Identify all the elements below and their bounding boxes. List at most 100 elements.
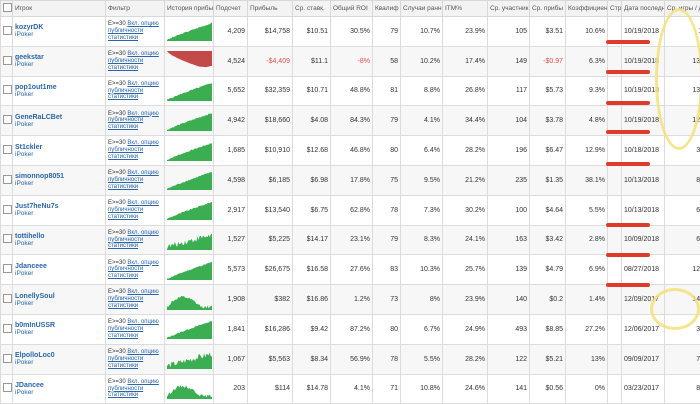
- column-header[interactable]: Квалиф: [372, 0, 401, 17]
- row-checkbox[interactable]: [3, 234, 12, 244]
- column-header[interactable]: История прибы: [164, 0, 214, 17]
- row-checkbox[interactable]: [3, 294, 12, 304]
- row-checkbox[interactable]: [3, 353, 12, 363]
- enable-public-stats-link[interactable]: Вкл. опцию публичности статистики: [108, 289, 159, 309]
- avg-stake-cell: $10.51: [292, 16, 331, 47]
- player-name-link[interactable]: Jdanceee: [15, 262, 47, 270]
- player-name-link[interactable]: simonnop8051: [15, 173, 65, 181]
- column-header[interactable]: Прибыль: [247, 0, 293, 17]
- enable-public-stats-link[interactable]: Вкл. опцию публичности статистики: [108, 199, 159, 220]
- column-header[interactable]: Ср. ставк.: [292, 0, 331, 17]
- row-select-cell[interactable]: [0, 343, 13, 375]
- filter-cell: E>=30 Вкл. опцию публичности статистики: [105, 254, 165, 286]
- enable-public-stats-link[interactable]: Вкл. опцию публичности статистики: [108, 51, 159, 71]
- enable-public-stats-link[interactable]: Вкл. опцию публичности статистики: [108, 170, 159, 190]
- sparkline-area: [167, 352, 212, 370]
- select-all-header[interactable]: [0, 0, 13, 17]
- filter-prefix: E>=30: [108, 110, 128, 117]
- player-name-link[interactable]: b0mInUSSR: [15, 322, 56, 330]
- enable-public-stats-link[interactable]: Вкл. опцию публичности статистики: [108, 319, 159, 339]
- column-header[interactable]: Дата последн: [621, 0, 665, 17]
- player-name-link[interactable]: St1ckler: [15, 143, 43, 151]
- row-checkbox[interactable]: [3, 174, 12, 184]
- player-name-link[interactable]: LonellySoul: [15, 292, 55, 300]
- player-name-link[interactable]: geekstar: [15, 54, 44, 62]
- row-checkbox[interactable]: [3, 204, 12, 214]
- player-network: iPoker: [15, 120, 34, 128]
- row-select-cell[interactable]: [0, 105, 13, 137]
- enable-public-stats-link[interactable]: Вкл. опцию публичности статистики: [108, 259, 159, 280]
- row-checkbox[interactable]: [3, 145, 12, 155]
- row-checkbox[interactable]: [3, 115, 12, 125]
- profit-history-cell: [164, 284, 214, 315]
- filter-cell: E>=30 Вкл. опцию публичности статистики: [105, 75, 165, 107]
- profit-cell: -$4,409: [247, 45, 293, 77]
- column-header[interactable]: ITM%: [442, 0, 488, 17]
- row-select-cell[interactable]: [0, 284, 13, 315]
- enable-public-stats-link[interactable]: Вкл. опцию публичности статистики: [108, 348, 159, 369]
- profit-sparkline: [167, 172, 212, 191]
- games-per-day-cell: 7.6: [664, 343, 700, 375]
- itm-cell: 30.2%: [442, 194, 488, 226]
- row-select-cell[interactable]: [0, 75, 13, 107]
- player-name-link[interactable]: kozyrDK: [15, 24, 44, 32]
- player-name-link[interactable]: pop1out1me: [15, 83, 57, 91]
- row-select-cell[interactable]: [0, 135, 13, 166]
- row-select-cell[interactable]: [0, 254, 13, 286]
- count-cell: 1,067: [213, 343, 248, 375]
- sparkline-area: [167, 202, 212, 221]
- filter-cell: E>=30 Вкл. опцию публичности статистики: [105, 135, 165, 166]
- row-select-cell[interactable]: [0, 194, 13, 226]
- roi-cell: 23.1%: [330, 224, 373, 256]
- row-select-cell[interactable]: [0, 45, 13, 77]
- column-header[interactable]: Стра: [607, 0, 622, 17]
- column-header[interactable]: Коэффициен: [565, 0, 608, 17]
- enable-public-stats-link[interactable]: Вкл. опцию публичности статистики: [108, 21, 159, 41]
- enable-public-stats-link[interactable]: Вкл. опцию публичности статистики: [108, 140, 159, 160]
- player-name-link[interactable]: Just7heNu7s: [15, 203, 59, 211]
- column-header[interactable]: Ср. прибы: [529, 0, 566, 17]
- profit-sparkline: [167, 352, 212, 370]
- row-select-cell[interactable]: [0, 373, 13, 404]
- avg-stake-cell: $14.17: [292, 224, 331, 256]
- column-header[interactable]: Ср. участник: [487, 0, 530, 17]
- enable-public-stats-link[interactable]: Вкл. опцию публичности статистики: [108, 110, 159, 131]
- column-header[interactable]: Случаи ранн: [400, 0, 443, 17]
- row-checkbox[interactable]: [3, 25, 12, 35]
- coefficient-cell: 6.3%: [565, 45, 608, 77]
- column-header[interactable]: Подсчет: [213, 0, 248, 17]
- strategy-cell: [607, 135, 622, 166]
- enable-public-stats-link[interactable]: Вкл. опцию публичности статистики: [108, 80, 159, 101]
- early-cell: 9.5%: [400, 164, 443, 196]
- row-checkbox[interactable]: [3, 323, 12, 333]
- select-all-checkbox[interactable]: [3, 3, 12, 12]
- row-select-cell[interactable]: [0, 313, 13, 345]
- player-name-link[interactable]: ElpolloLoc0: [15, 352, 55, 360]
- row-checkbox[interactable]: [3, 264, 12, 274]
- column-header[interactable]: Фильтр: [105, 0, 165, 17]
- row-checkbox[interactable]: [3, 383, 12, 393]
- enable-public-stats-link[interactable]: Вкл. опцию публичности статистики: [108, 229, 159, 250]
- row-checkbox[interactable]: [3, 55, 12, 65]
- avg-participants-cell: 104: [487, 105, 530, 137]
- red-annotation-mark: [606, 101, 650, 105]
- row-select-cell[interactable]: [0, 164, 13, 196]
- player-name-link[interactable]: GeneRaLCBet: [15, 113, 63, 121]
- player-cell: tottihello iPoker: [12, 224, 106, 256]
- row-select-cell[interactable]: [0, 16, 13, 47]
- roi-cell: 56.9%: [330, 343, 373, 375]
- column-header[interactable]: Игрок: [12, 0, 106, 17]
- enable-public-stats-link[interactable]: Вкл. опцию публичности статистики: [108, 378, 159, 399]
- profit-history-cell: [164, 164, 214, 196]
- player-network: iPoker: [15, 210, 34, 218]
- player-name-link[interactable]: tottihello: [15, 232, 45, 240]
- roi-cell: 87.2%: [330, 313, 373, 345]
- column-header[interactable]: Общий ROI: [330, 0, 373, 17]
- table-header-row: Игрок Фильтр История прибы Подсчет Прибыль Ср…: [0, 0, 700, 17]
- row-checkbox[interactable]: [3, 85, 12, 95]
- last-date-cell: 03/23/2017: [621, 373, 665, 404]
- player-name-link[interactable]: JDancee: [15, 381, 44, 389]
- row-select-cell[interactable]: [0, 224, 13, 256]
- early-cell: 7.3%: [400, 194, 443, 226]
- count-cell: 1,908: [213, 284, 248, 315]
